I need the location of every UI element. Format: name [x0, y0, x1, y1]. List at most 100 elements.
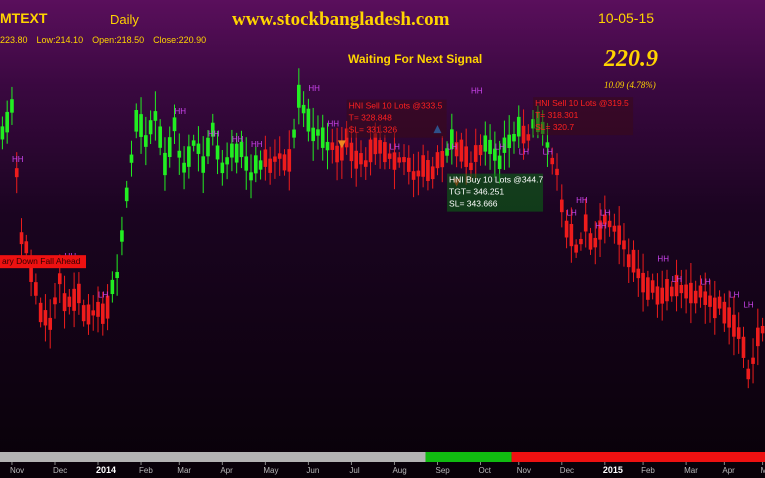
marker-lh: LH — [743, 300, 753, 309]
candle-body — [48, 317, 53, 330]
candle-body — [665, 278, 669, 302]
date-label: 10-05-15 — [598, 10, 655, 26]
candle-body — [19, 232, 24, 245]
candle-body — [349, 142, 354, 162]
marker-hh: HH — [595, 221, 607, 230]
candle-body — [392, 152, 397, 170]
candle-body — [124, 187, 129, 202]
x-tick-label: Mar — [177, 466, 191, 475]
candle-body — [29, 263, 33, 282]
sell-2-line: HNI Sell 10 Lots @319.5 — [535, 98, 629, 108]
candle-body — [77, 283, 81, 304]
phase-segment — [425, 452, 512, 462]
buy-1-line: HNI Buy 10 Lots @344.7 — [449, 175, 543, 185]
candle-body — [153, 111, 158, 121]
x-tick-label: Feb — [641, 466, 655, 475]
candle-body — [110, 279, 115, 295]
marker-hh: HH — [175, 107, 187, 116]
candle-body — [263, 149, 268, 167]
marker-hh: HH — [471, 86, 483, 95]
candle-body — [129, 154, 134, 163]
candle-body — [727, 307, 731, 328]
candle-body — [158, 126, 162, 148]
candle-body — [225, 157, 229, 165]
sell-2-line: T= 318.301 — [535, 110, 579, 120]
signal-status: Waiting For Next Signal — [348, 52, 483, 66]
candle-body — [674, 274, 679, 297]
down-fall-line: ary Down Fall Ahead — [2, 256, 81, 266]
candle-body — [105, 295, 110, 319]
candle-body — [559, 199, 564, 213]
candle-body — [253, 155, 258, 174]
buy-1-line: TGT= 346.251 — [449, 187, 504, 197]
candle-body — [292, 129, 296, 138]
candle-body — [139, 114, 143, 137]
candle-body — [187, 146, 191, 167]
candle-body — [631, 249, 636, 273]
low-value: Low:214.10 — [36, 35, 84, 45]
candle-body — [741, 336, 746, 358]
candle-body — [732, 314, 736, 337]
candle-body — [249, 172, 253, 181]
phase-segment — [511, 452, 765, 462]
candle-body — [311, 127, 315, 142]
candle-body — [172, 117, 177, 132]
candle-body — [340, 145, 344, 161]
candle-body — [234, 143, 239, 163]
candle-body — [493, 148, 497, 161]
marker-hh: HH — [12, 155, 24, 164]
marker-lh: LH — [729, 290, 739, 299]
candle-body — [440, 150, 445, 168]
candle-body — [502, 137, 507, 153]
candle-body — [603, 214, 607, 225]
candle-body — [287, 149, 292, 172]
candle-body — [516, 116, 521, 137]
candle-body — [24, 241, 29, 254]
phase-segment — [0, 452, 426, 462]
candle-body — [689, 282, 693, 304]
candle-body — [62, 293, 67, 312]
candle-body — [10, 99, 14, 113]
candle-body — [669, 286, 674, 297]
candle-body — [316, 129, 320, 136]
candle-body — [588, 233, 593, 250]
x-tick-label: Ma — [761, 466, 765, 475]
price-change: 10.09 (4.78%) — [604, 80, 656, 90]
sell-1-line: HNI Sell 10 Lots @333.5 — [349, 101, 443, 111]
candle-body — [277, 153, 282, 159]
x-tick-label: Dec — [53, 466, 67, 475]
candle-body — [708, 295, 712, 307]
candle-body — [698, 285, 703, 298]
x-tick-label: 2015 — [603, 465, 623, 475]
candle-body — [430, 166, 435, 180]
candle-body — [574, 244, 578, 253]
candle-body — [435, 152, 440, 169]
candle-body — [177, 150, 182, 158]
open-value: Open:218.50 — [92, 35, 145, 45]
marker-lh: LH — [495, 142, 505, 151]
candle-body — [325, 141, 330, 151]
candle-body — [91, 310, 96, 316]
candle-body — [406, 157, 411, 172]
symbol-label: MTEXT — [0, 10, 48, 26]
candle-body — [378, 140, 382, 154]
x-tick-label: Mar — [684, 466, 698, 475]
sell-2-line: SL= 320.7 — [535, 122, 574, 132]
candle-body — [220, 162, 225, 174]
marker-lh: LH — [519, 148, 529, 157]
marker-lh: LH — [672, 275, 682, 284]
high-value: 223.80 — [0, 35, 28, 45]
candle-body — [301, 104, 306, 114]
candle-body — [335, 145, 339, 163]
candle-body — [383, 142, 387, 163]
x-tick-label: Jun — [306, 466, 319, 475]
x-tick-label: Aug — [392, 466, 406, 475]
candle-body — [421, 155, 425, 177]
candle-body — [703, 291, 708, 305]
candle-body — [497, 155, 502, 170]
candle-body — [445, 148, 449, 156]
x-tick-label: Oct — [479, 466, 492, 475]
marker-hh: HH — [576, 196, 588, 205]
